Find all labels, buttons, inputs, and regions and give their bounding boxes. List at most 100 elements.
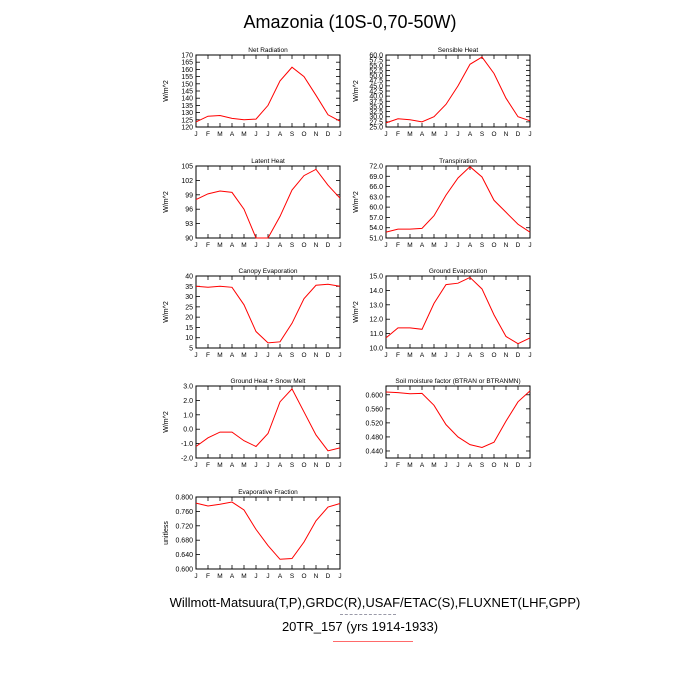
x-tick-label: J bbox=[254, 242, 257, 249]
x-tick-label: S bbox=[480, 131, 485, 138]
x-tick-label: J bbox=[194, 352, 197, 359]
x-tick-label: J bbox=[456, 352, 459, 359]
y-tick-label: 0.560 bbox=[365, 406, 383, 413]
x-tick-label: A bbox=[230, 573, 235, 580]
x-tick-label: S bbox=[290, 462, 295, 469]
x-tick-label: J bbox=[266, 242, 269, 249]
x-tick-label: J bbox=[384, 462, 387, 469]
x-tick-label: A bbox=[468, 131, 473, 138]
y-tick-label: 1.0 bbox=[183, 412, 193, 419]
y-tick-label: 11.0 bbox=[370, 331, 383, 338]
x-tick-label: N bbox=[504, 462, 509, 469]
x-tick-label: D bbox=[326, 573, 331, 580]
y-tick-label: 135 bbox=[181, 103, 193, 110]
y-tick-label: 3.0 bbox=[183, 384, 193, 391]
y-tick-label: 0.480 bbox=[365, 434, 383, 441]
y-axis-label: W/m^2 bbox=[163, 191, 170, 213]
x-tick-label: F bbox=[396, 352, 400, 359]
x-tick-label: A bbox=[278, 131, 283, 138]
y-tick-label: 32.5 bbox=[369, 109, 383, 116]
chart-panel-7: Ground Heat + Snow Melt W/m^2 -2.0 -1.0 0.0 1… bbox=[163, 378, 342, 469]
y-tick-label: 0.760 bbox=[175, 509, 193, 516]
x-tick-label: J bbox=[254, 352, 257, 359]
x-tick-label: F bbox=[206, 242, 210, 249]
y-tick-label: 102 bbox=[181, 178, 193, 185]
x-tick-label: M bbox=[241, 462, 246, 469]
x-tick-label: A bbox=[468, 352, 473, 359]
x-tick-label: M bbox=[407, 462, 412, 469]
x-tick-label: J bbox=[338, 573, 341, 580]
caption-dash bbox=[340, 614, 396, 615]
y-tick-label: 57.5 bbox=[369, 58, 383, 65]
y-tick-label: 140 bbox=[181, 96, 193, 103]
x-tick-label: D bbox=[326, 352, 331, 359]
y-tick-label: 99 bbox=[185, 192, 193, 199]
x-tick-label: J bbox=[444, 242, 447, 249]
x-tick-label: A bbox=[468, 242, 473, 249]
x-tick-label: O bbox=[301, 573, 306, 580]
y-axis-label: W/m^2 bbox=[353, 191, 360, 213]
y-tick-label: 0.440 bbox=[365, 448, 383, 455]
x-tick-label: F bbox=[206, 462, 210, 469]
x-tick-label: J bbox=[444, 462, 447, 469]
x-tick-label: J bbox=[456, 131, 459, 138]
x-tick-label: N bbox=[314, 352, 319, 359]
y-tick-label: 35 bbox=[185, 284, 193, 291]
y-tick-label: 40 bbox=[185, 274, 193, 281]
series-line bbox=[385, 56, 531, 124]
chart-title: Ground Evaporation bbox=[429, 268, 488, 275]
y-tick-label: 60.0 bbox=[369, 53, 383, 60]
y-tick-label: 155 bbox=[181, 74, 193, 81]
y-tick-label: 72.0 bbox=[369, 164, 383, 171]
y-tick-label: 0.520 bbox=[365, 420, 383, 427]
x-tick-label: N bbox=[314, 242, 319, 249]
x-tick-label: J bbox=[528, 462, 531, 469]
x-tick-label: M bbox=[407, 352, 412, 359]
x-tick-label: J bbox=[528, 242, 531, 249]
y-tick-label: 20 bbox=[185, 315, 193, 322]
series-line bbox=[385, 166, 531, 233]
x-tick-label: D bbox=[516, 352, 521, 359]
x-tick-label: J bbox=[338, 242, 341, 249]
x-tick-label: J bbox=[528, 131, 531, 138]
chart-title: Ground Heat + Snow Melt bbox=[231, 378, 306, 385]
x-tick-label: M bbox=[431, 462, 436, 469]
x-tick-label: J bbox=[254, 573, 257, 580]
y-tick-label: 47.5 bbox=[369, 78, 383, 85]
series-line bbox=[195, 283, 341, 344]
series-line bbox=[385, 390, 531, 448]
series-line bbox=[195, 168, 341, 239]
y-tick-label: 40.0 bbox=[369, 94, 383, 101]
x-tick-label: D bbox=[326, 131, 331, 138]
chart-title: Transpiration bbox=[439, 158, 477, 165]
y-tick-label: 10 bbox=[185, 335, 193, 342]
chart-panel-2: Sensible Heat W/m^2 25.027.530.032.535.037… bbox=[353, 47, 532, 138]
y-tick-label: 42.5 bbox=[369, 89, 383, 96]
caption-underline bbox=[333, 641, 413, 642]
y-axis-label: W/m^2 bbox=[163, 411, 170, 433]
plot-frame bbox=[195, 385, 341, 459]
y-tick-label: 170 bbox=[181, 53, 193, 60]
y-tick-label: 0.600 bbox=[365, 392, 383, 399]
x-tick-label: N bbox=[314, 131, 319, 138]
x-tick-label: J bbox=[266, 573, 269, 580]
x-tick-label: J bbox=[338, 462, 341, 469]
y-tick-label: 37.5 bbox=[369, 99, 383, 106]
x-tick-label: M bbox=[217, 242, 222, 249]
y-tick-label: 120 bbox=[181, 125, 193, 132]
x-tick-label: J bbox=[194, 131, 197, 138]
y-tick-label: 145 bbox=[181, 89, 193, 96]
y-tick-label: 45.0 bbox=[369, 83, 383, 90]
chart-title: Sensible Heat bbox=[438, 47, 479, 54]
plot-frame bbox=[195, 496, 341, 570]
x-tick-label: M bbox=[217, 573, 222, 580]
x-tick-label: A bbox=[230, 352, 235, 359]
x-tick-label: S bbox=[480, 462, 485, 469]
y-tick-label: 160 bbox=[181, 67, 193, 74]
x-tick-label: O bbox=[491, 352, 496, 359]
y-tick-label: 30.0 bbox=[369, 114, 383, 121]
y-tick-label: 57.0 bbox=[369, 215, 383, 222]
chart-title: Net Radiation bbox=[248, 47, 288, 54]
x-tick-label: M bbox=[241, 573, 246, 580]
